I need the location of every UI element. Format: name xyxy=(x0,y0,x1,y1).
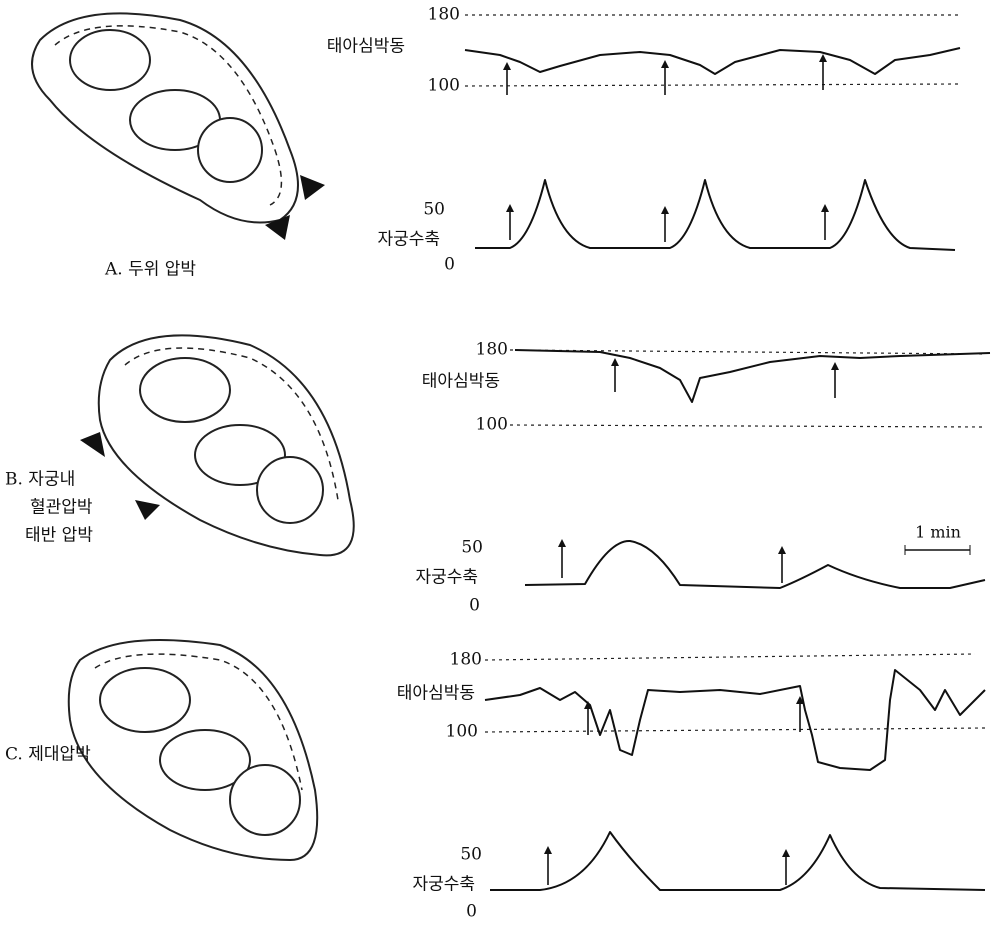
uc-trace xyxy=(475,180,955,250)
fhr-title: 태아심박동 xyxy=(327,37,405,57)
ref-line xyxy=(465,84,960,86)
uc-title: 자궁수축 xyxy=(412,875,475,895)
arrows xyxy=(507,58,825,242)
scale-bar xyxy=(905,545,970,555)
fhr-bottom: 100 xyxy=(476,415,508,435)
panel-label: C. 제대압박 xyxy=(5,745,91,765)
panel-label: 혈관압박 xyxy=(30,498,93,518)
illustration-a xyxy=(32,13,325,240)
uc-bottom: 0 xyxy=(469,596,480,616)
uc-top: 50 xyxy=(460,845,482,865)
uc-top: 50 xyxy=(423,200,445,220)
panel-label: B. 자궁내 xyxy=(5,470,75,490)
ref-line xyxy=(485,728,985,732)
fhr-bottom: 100 xyxy=(428,76,460,96)
uc-trace xyxy=(490,832,985,890)
uc-bottom: 0 xyxy=(444,255,455,275)
uc-title: 자궁수축 xyxy=(415,568,478,588)
fhr-top: 180 xyxy=(450,650,482,670)
scale-label: 1 min xyxy=(915,523,961,542)
fhr-bottom: 100 xyxy=(446,722,478,742)
illustration-c xyxy=(69,640,317,860)
uc-trace xyxy=(525,541,985,588)
fhr-top: 180 xyxy=(428,5,460,25)
panel-label: 태반 압박 xyxy=(25,526,93,546)
uc-top: 50 xyxy=(461,538,483,558)
panel-label: A. 두위 압박 xyxy=(104,260,196,280)
fhr-trace xyxy=(485,670,985,770)
uc-title: 자궁수축 xyxy=(377,230,440,250)
ref-line xyxy=(510,425,985,427)
arrows xyxy=(562,362,835,583)
fhr-title: 태아심박동 xyxy=(397,684,475,704)
uc-bottom: 0 xyxy=(466,902,477,922)
illustration-b xyxy=(80,335,354,555)
fhr-top: 180 xyxy=(476,340,508,360)
fhr-title: 태아심박동 xyxy=(422,372,500,392)
figure: A. 두위 압박180태아심박동10050자궁수축0B. 자궁내혈관압박태반 압… xyxy=(0,0,996,925)
arrows xyxy=(548,700,800,885)
ref-line xyxy=(485,654,975,660)
fhr-trace xyxy=(515,350,990,402)
fhr-trace xyxy=(465,48,960,74)
